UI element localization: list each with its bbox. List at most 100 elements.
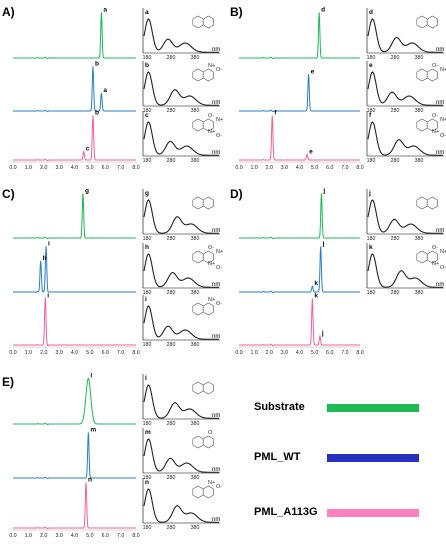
uv-tick-label: 380 (191, 55, 200, 61)
panel-d: D) j k j k j 0.0 1.0 2.0 3.0 4.0 5.0 6.0 7.0 8.0 j 180 28… (230, 187, 446, 356)
peak-label: g (85, 187, 89, 194)
x-tick-label: 8.0 (356, 350, 363, 356)
uv-curve (143, 199, 219, 234)
uv-tick-label: 380 (191, 342, 200, 348)
trace-substrate (239, 12, 360, 60)
peak-label: b (95, 60, 99, 67)
uv-curve (143, 253, 219, 288)
legend-label: PML_A113G (254, 506, 318, 518)
molecule-structure (416, 15, 428, 29)
molecule-structure (202, 68, 214, 82)
atom-label: N+ (432, 129, 439, 135)
x-tick-label: 0.0 (9, 350, 16, 356)
molecule-structure (416, 196, 428, 210)
uv-tick-label: 380 (191, 158, 200, 164)
uv-unit: nm (212, 150, 220, 156)
uv-tick-label: 380 (191, 236, 200, 242)
x-tick-label: 5.0 (311, 165, 318, 171)
legend: Substrate PML_WT PML_A113G (254, 401, 419, 518)
uv-unit: nm (212, 413, 220, 419)
uv-curve (367, 121, 443, 156)
panel-letter: B) (230, 5, 243, 19)
x-tick-label: 2.0 (40, 165, 47, 171)
uv-unit: nm (212, 517, 220, 523)
x-tick-label: 3.0 (56, 350, 63, 356)
uv-tick-label: 180 (143, 108, 152, 114)
x-tick-label: 4.0 (296, 350, 303, 356)
trace-substrate (239, 193, 360, 240)
molecule-structure (202, 302, 214, 316)
uv-unit: nm (212, 467, 220, 473)
x-tick-label: 2.0 (266, 350, 273, 356)
x-tick-label: 0.0 (235, 350, 242, 356)
uv-tick-label: 180 (367, 55, 376, 61)
uv-spectrum: i N+O- 180 280 380 nm (143, 295, 222, 348)
atom-label: O- (440, 133, 446, 139)
uv-label: l (145, 375, 147, 382)
x-tick-label: 2.0 (40, 533, 47, 539)
peak-label: f (274, 109, 277, 116)
x-tick-label: 7.0 (117, 533, 124, 539)
atom-label: O- (216, 265, 222, 271)
uv-curve (367, 253, 443, 288)
trace-pml_a113g (13, 115, 136, 162)
uv-label: d (369, 9, 373, 16)
uv-spectrum: e O-N+ 180 280 380 nm (367, 61, 446, 114)
peak-label: e (309, 148, 313, 155)
atom-label: O- (432, 113, 438, 119)
atom-label: N+ (216, 249, 223, 255)
uv-tick-label: 280 (167, 342, 176, 348)
uv-curve (143, 305, 219, 340)
uv-tick-label: 280 (167, 55, 176, 61)
uv-tick-label: 180 (143, 525, 152, 531)
uv-curve (143, 18, 219, 53)
atom-label: O- (208, 245, 214, 251)
uv-curve (143, 384, 219, 419)
peak-label: j (321, 330, 324, 337)
atom-label: N+ (208, 480, 215, 486)
uv-tick-label: 380 (191, 421, 200, 427)
atom-label: N+ (208, 63, 215, 69)
x-tick-label: 8.0 (132, 350, 139, 356)
molecule-structure (192, 15, 204, 29)
peak-label: j (322, 187, 325, 194)
molecule-structure (426, 196, 438, 210)
x-tick-label: 1.0 (25, 533, 32, 539)
peak-label: m (90, 426, 96, 433)
x-tick-label: 8.0 (132, 533, 139, 539)
uv-tick-label: 380 (415, 236, 424, 242)
x-tick-label: 3.0 (56, 533, 63, 539)
panel-letter: D) (230, 187, 243, 201)
x-tick-label: 2.0 (40, 350, 47, 356)
molecule-structure (202, 15, 214, 29)
atom-label: N+ (208, 261, 215, 267)
uv-curve (367, 18, 443, 53)
uv-curve (143, 438, 219, 473)
uv-label: f (369, 112, 372, 119)
uv-tick-label: 380 (415, 108, 424, 114)
atom-label: O- (216, 484, 222, 490)
atom-label: O- (216, 133, 222, 139)
molecule-structure (416, 118, 428, 132)
x-tick-label: 3.0 (56, 165, 63, 171)
panel-letter: E) (2, 375, 14, 389)
molecule-structure (192, 381, 204, 395)
x-tick-label: 1.0 (25, 350, 32, 356)
panel-b: B) d e f e 0.0 1.0 2.0 3.0 4.0 5.0 6.0 7.0 8.0 d 180 280… (230, 5, 446, 171)
peak-label: k (314, 292, 318, 299)
molecule-structure (426, 118, 438, 132)
uv-label: e (369, 62, 373, 69)
uv-tick-label: 280 (167, 158, 176, 164)
molecule-structure (202, 485, 214, 499)
x-tick-label: 6.0 (102, 533, 109, 539)
uv-tick-label: 280 (167, 290, 176, 296)
atom-label: N+ (216, 117, 223, 123)
uv-label: m (145, 429, 151, 436)
peak-label: i (48, 240, 50, 247)
x-tick-label: 7.0 (117, 165, 124, 171)
uv-curve (143, 488, 219, 523)
peak-label: c (86, 146, 90, 153)
uv-unit: nm (212, 47, 220, 53)
